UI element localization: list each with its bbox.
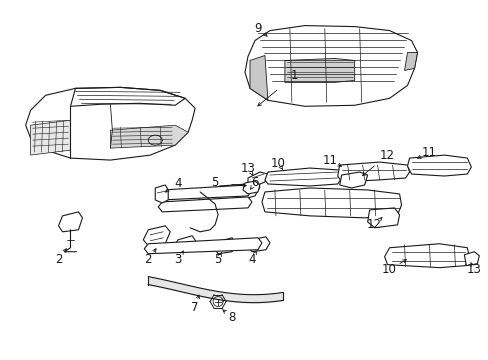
Text: 11: 11: [421, 145, 436, 159]
Text: 3: 3: [174, 253, 182, 266]
Polygon shape: [337, 162, 408, 182]
Text: 9: 9: [254, 22, 261, 35]
Polygon shape: [155, 185, 168, 203]
Polygon shape: [407, 155, 470, 176]
Polygon shape: [404, 53, 417, 71]
Polygon shape: [59, 212, 82, 232]
Text: 1: 1: [290, 69, 298, 82]
Polygon shape: [214, 238, 236, 254]
Polygon shape: [198, 184, 260, 205]
Polygon shape: [144, 238, 262, 254]
Text: 10: 10: [270, 157, 285, 170]
Polygon shape: [110, 125, 188, 148]
Polygon shape: [143, 226, 170, 246]
Polygon shape: [244, 26, 417, 106]
Polygon shape: [25, 87, 195, 160]
Text: 13: 13: [240, 162, 255, 175]
Text: 10: 10: [381, 263, 396, 276]
Text: 11: 11: [322, 154, 337, 167]
Polygon shape: [384, 244, 468, 268]
Polygon shape: [158, 185, 251, 200]
Polygon shape: [174, 236, 196, 252]
Polygon shape: [31, 120, 70, 155]
Polygon shape: [262, 188, 401, 218]
Polygon shape: [264, 168, 341, 186]
Text: 8: 8: [228, 311, 235, 324]
Text: 5: 5: [214, 253, 222, 266]
Polygon shape: [464, 252, 478, 266]
Polygon shape: [247, 172, 267, 186]
Text: 2: 2: [55, 253, 62, 266]
Text: 13: 13: [466, 263, 481, 276]
Text: 5: 5: [211, 176, 218, 189]
Polygon shape: [339, 172, 367, 188]
Polygon shape: [243, 181, 260, 194]
Text: 12: 12: [379, 149, 394, 162]
Text: 12: 12: [366, 218, 381, 231]
Polygon shape: [247, 237, 269, 252]
Polygon shape: [285, 58, 354, 82]
Text: 4: 4: [174, 177, 182, 190]
Polygon shape: [158, 197, 251, 212]
Polygon shape: [367, 208, 399, 228]
Polygon shape: [249, 55, 267, 100]
Text: 2: 2: [144, 253, 152, 266]
Text: 6: 6: [251, 176, 258, 189]
Text: 7: 7: [191, 301, 199, 314]
Text: 4: 4: [248, 253, 255, 266]
